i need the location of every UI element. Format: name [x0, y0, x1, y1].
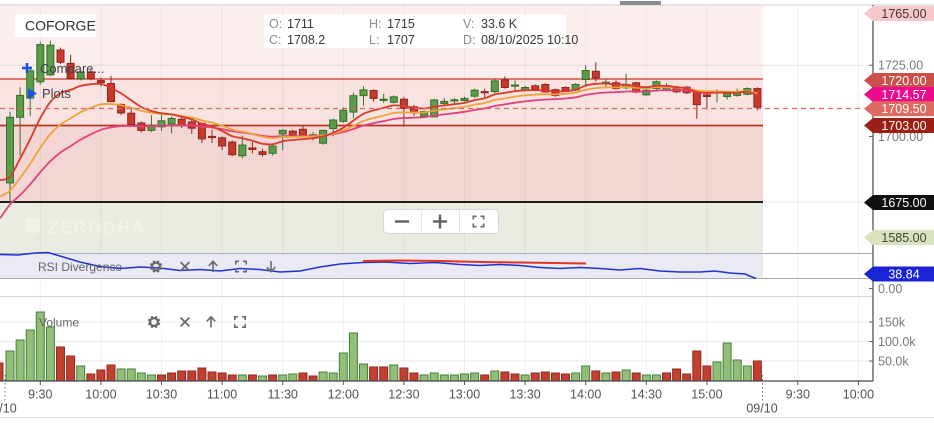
svg-text:08/10/2025 10:10: 08/10/2025 10:10	[481, 33, 578, 47]
svg-text:50.0k: 50.0k	[878, 354, 909, 368]
svg-text:9:30: 9:30	[786, 388, 810, 402]
svg-text:1714.57: 1714.57	[881, 88, 926, 102]
svg-text:14:30: 14:30	[631, 388, 662, 402]
svg-text:12:30: 12:30	[388, 388, 419, 402]
svg-text:1765.00: 1765.00	[881, 7, 926, 21]
svg-text:33.6 K: 33.6 K	[481, 17, 518, 31]
svg-text:Volume: Volume	[39, 316, 79, 330]
svg-text:09/10: 09/10	[746, 402, 777, 416]
svg-text:38.84: 38.84	[888, 267, 919, 281]
svg-text:COFORGE: COFORGE	[25, 18, 96, 34]
svg-text:H:: H:	[369, 17, 382, 31]
svg-text:0.00: 0.00	[878, 282, 902, 296]
svg-text:1725.00: 1725.00	[878, 59, 923, 73]
svg-text:9:30: 9:30	[28, 388, 52, 402]
svg-text:14:00: 14:00	[570, 388, 601, 402]
svg-text:10:00: 10:00	[843, 388, 874, 402]
svg-text:13:00: 13:00	[449, 388, 480, 402]
svg-text:12:00: 12:00	[328, 388, 359, 402]
svg-text:V:: V:	[463, 17, 474, 31]
svg-text:100.0k: 100.0k	[878, 335, 916, 349]
svg-text:1707: 1707	[387, 33, 415, 47]
svg-text:10:30: 10:30	[146, 388, 177, 402]
svg-text:L:: L:	[369, 33, 379, 47]
svg-text:150k: 150k	[878, 315, 906, 329]
svg-text:11:30: 11:30	[268, 388, 298, 402]
svg-text:10:00: 10:00	[85, 388, 116, 402]
svg-text:1715: 1715	[387, 17, 415, 31]
svg-text:1709.50: 1709.50	[881, 102, 926, 116]
svg-text:1585.00: 1585.00	[881, 231, 926, 245]
svg-text:1703.00: 1703.00	[881, 119, 926, 133]
svg-text:D:: D:	[463, 33, 476, 47]
svg-text:C:: C:	[269, 33, 282, 47]
svg-text:1720.00: 1720.00	[881, 74, 926, 88]
svg-text:13:30: 13:30	[509, 388, 540, 402]
svg-text:1708.2: 1708.2	[287, 33, 325, 47]
svg-text:1711: 1711	[287, 17, 314, 31]
svg-text:08/10: 08/10	[0, 402, 17, 416]
svg-text:ZERODHA: ZERODHA	[48, 218, 146, 237]
svg-text:11:00: 11:00	[207, 388, 237, 402]
svg-text:1675.00: 1675.00	[881, 196, 926, 210]
svg-text:1700.00: 1700.00	[878, 130, 923, 144]
svg-text:15:00: 15:00	[691, 388, 722, 402]
svg-text:Compare...: Compare...	[40, 61, 104, 76]
svg-text:RSI Divergence: RSI Divergence	[38, 260, 122, 274]
svg-text:Plots: Plots	[42, 86, 71, 101]
svg-text:O:: O:	[269, 17, 282, 31]
